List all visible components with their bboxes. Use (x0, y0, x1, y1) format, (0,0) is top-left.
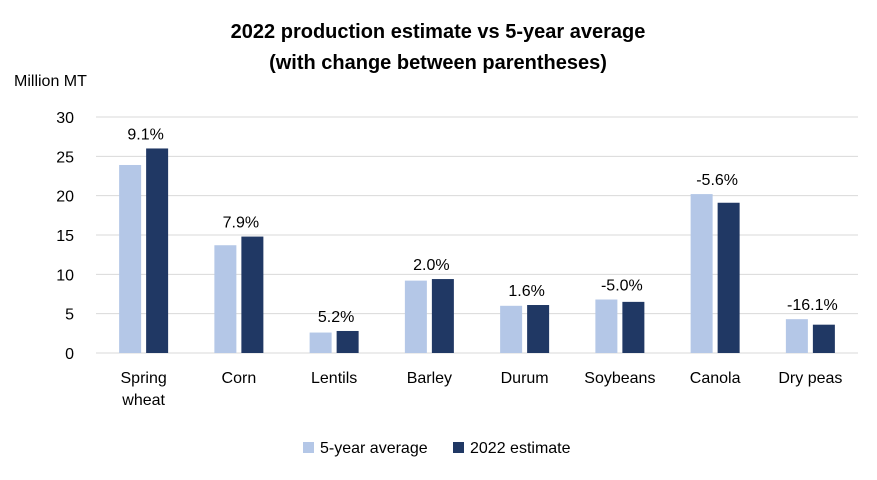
legend-label: 2022 estimate (470, 440, 571, 457)
category-label: Dry peas (778, 370, 842, 387)
category-label: Barley (407, 370, 452, 387)
legend-swatch (453, 442, 464, 453)
y-tick-labels: 0 5 10 15 20 25 30 (56, 110, 74, 363)
chart-title-line-2: (with change between parentheses) (269, 52, 607, 74)
legend-label: 5-year average (320, 440, 428, 457)
bar-estimate-2022 (336, 330, 359, 353)
bar-estimate-2022 (431, 279, 454, 353)
y-tick-label: 30 (56, 110, 74, 127)
data-label: -5.0% (601, 278, 643, 295)
bar-estimate-2022 (146, 148, 169, 353)
bar-five-year-average (119, 164, 142, 353)
y-tick-label: 5 (65, 307, 74, 324)
bar-five-year-average (690, 194, 713, 353)
bar-five-year-average (785, 319, 808, 353)
legend-swatch (303, 442, 314, 453)
y-tick-label: 15 (56, 228, 74, 245)
bar-estimate-2022 (812, 324, 835, 353)
category-label: Durum (501, 370, 549, 387)
category-label: Canola (690, 370, 741, 387)
y-tick-label: 25 (56, 149, 74, 166)
category-labels: Spring wheat Corn Lentils Barley Durum Soybean… (121, 370, 843, 409)
chart-title-line-1: 2022 production estimate vs 5-year avera… (231, 21, 646, 43)
bar-estimate-2022 (717, 202, 740, 353)
data-label: -16.1% (787, 297, 838, 314)
category-label: Soybeans (584, 370, 655, 387)
y-tick-label: 20 (56, 189, 74, 206)
category-label: wheat (121, 392, 165, 409)
bar-estimate-2022 (527, 305, 550, 353)
bar-five-year-average (595, 299, 618, 353)
gridlines (96, 116, 858, 354)
data-label: -5.6% (696, 172, 738, 189)
bars (119, 148, 835, 353)
bar-five-year-average (500, 305, 523, 353)
data-label: 5.2% (318, 309, 354, 326)
bar-estimate-2022 (622, 301, 645, 353)
category-label: Corn (222, 370, 257, 387)
bar-estimate-2022 (241, 236, 264, 353)
data-label: 9.1% (127, 126, 163, 143)
bar-five-year-average (404, 280, 427, 353)
legend: 5-year average 2022 estimate (303, 440, 571, 457)
data-labels: 9.1% 7.9% 5.2% 2.0% 1.6% -5.0% -5.6% -16.1% (127, 126, 837, 326)
data-label: 7.9% (223, 215, 259, 232)
bar-five-year-average (214, 245, 237, 353)
category-label: Lentils (311, 370, 357, 387)
y-tick-label: 0 (65, 346, 74, 363)
y-tick-label: 10 (56, 267, 74, 284)
data-label: 2.0% (413, 257, 449, 274)
bar-five-year-average (309, 332, 332, 353)
data-label: 1.6% (508, 283, 544, 300)
category-label: Spring (121, 370, 167, 387)
y-axis-label: Million MT (14, 73, 87, 90)
